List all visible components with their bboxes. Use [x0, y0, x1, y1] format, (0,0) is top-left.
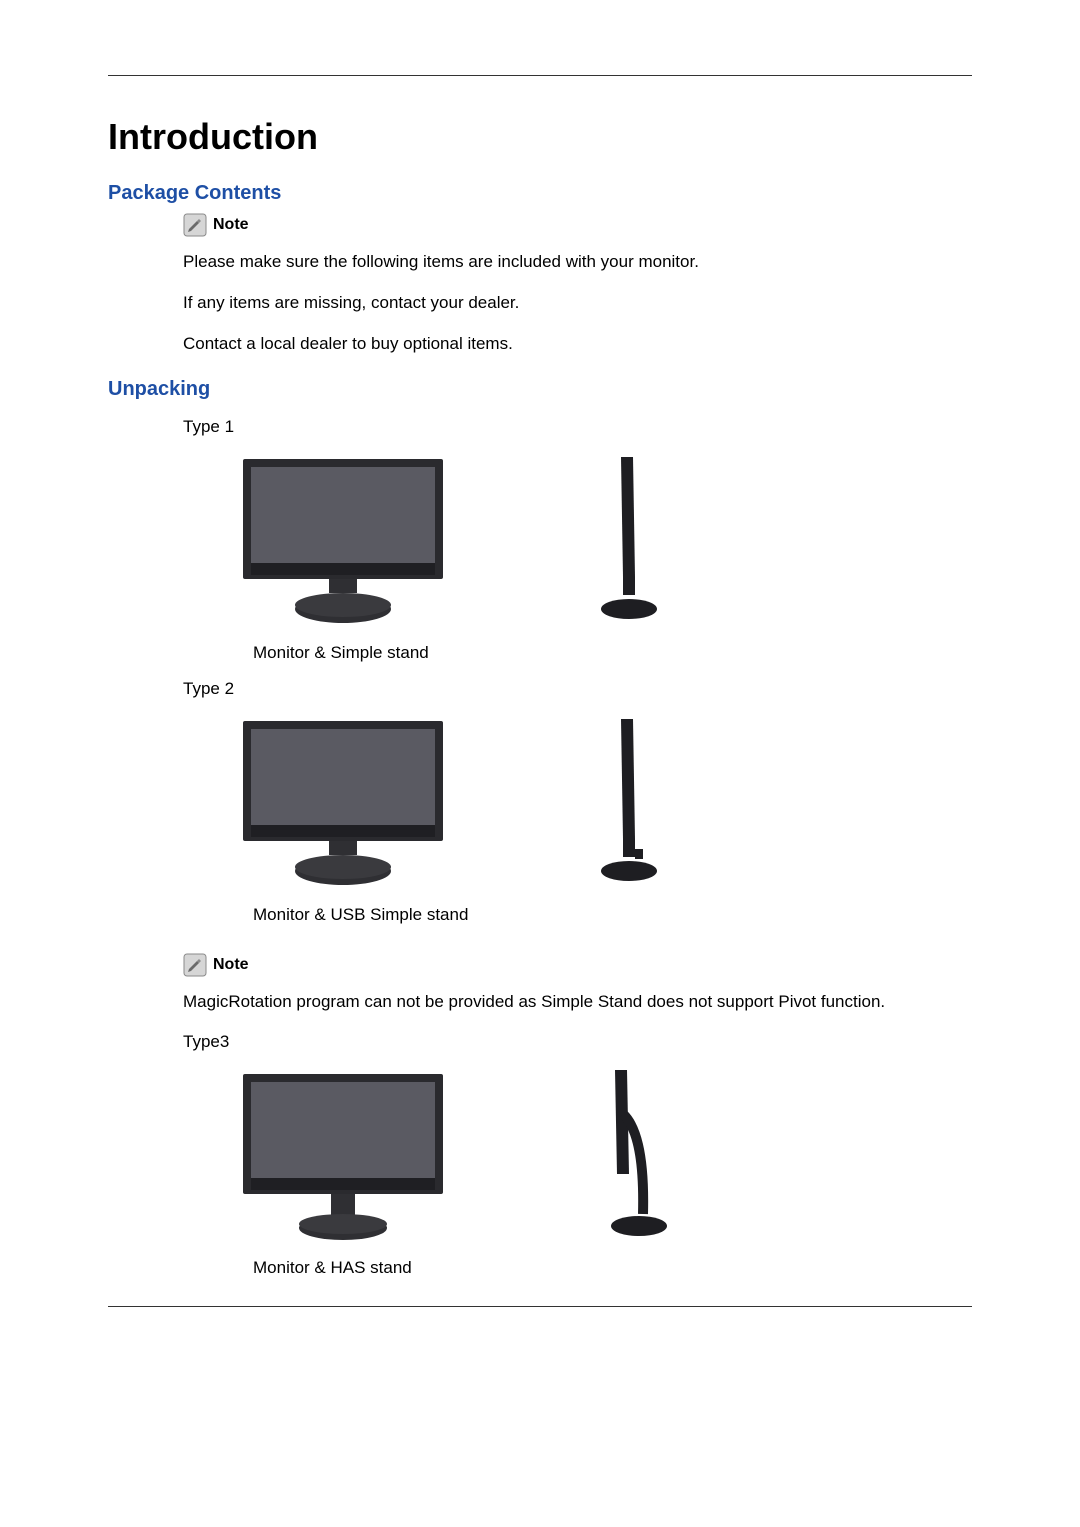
- top-rule: [108, 75, 972, 76]
- section-heading-unpacking: Unpacking: [108, 378, 972, 401]
- monitor-side-simple-stand-icon: [593, 449, 663, 629]
- type-label: Type 1: [183, 417, 972, 437]
- note-label: Note: [213, 956, 249, 974]
- note-block: Note: [183, 213, 972, 237]
- section-heading-package-contents: Package Contents: [108, 182, 972, 205]
- figure-row: [183, 449, 972, 629]
- monitor-front-simple-stand-icon: [233, 449, 453, 629]
- note-paragraph: Please make sure the following items are…: [183, 251, 972, 274]
- document-page: Introduction Package Contents Note Pleas…: [0, 0, 1080, 1347]
- note-paragraph: Contact a local dealer to buy optional i…: [183, 333, 972, 356]
- bottom-rule: [108, 1306, 972, 1307]
- monitor-side-has-stand-icon: [593, 1064, 673, 1244]
- note-label: Note: [213, 216, 249, 234]
- note-paragraph: If any items are missing, contact your d…: [183, 292, 972, 315]
- unpacking-body: Type 1 Monitor & Simple: [183, 417, 972, 1278]
- monitor-front-has-stand-icon: [233, 1064, 453, 1244]
- monitor-front-usb-simple-stand-icon: [233, 711, 453, 891]
- type-label: Type 2: [183, 679, 972, 699]
- pencil-note-icon: [183, 213, 207, 237]
- monitor-side-usb-simple-stand-icon: [593, 711, 663, 891]
- page-title: Introduction: [108, 116, 972, 158]
- pencil-note-icon: [183, 953, 207, 977]
- figure-caption: Monitor & USB Simple stand: [253, 905, 972, 925]
- package-contents-body: Note Please make sure the following item…: [183, 213, 972, 356]
- note-block: Note: [183, 953, 972, 977]
- type-label: Type3: [183, 1032, 972, 1052]
- note-paragraph: MagicRotation program can not be provide…: [183, 991, 972, 1014]
- figure-caption: Monitor & Simple stand: [253, 643, 972, 663]
- figure-row: [183, 711, 972, 891]
- figure-row: [183, 1064, 972, 1244]
- figure-caption: Monitor & HAS stand: [253, 1258, 972, 1278]
